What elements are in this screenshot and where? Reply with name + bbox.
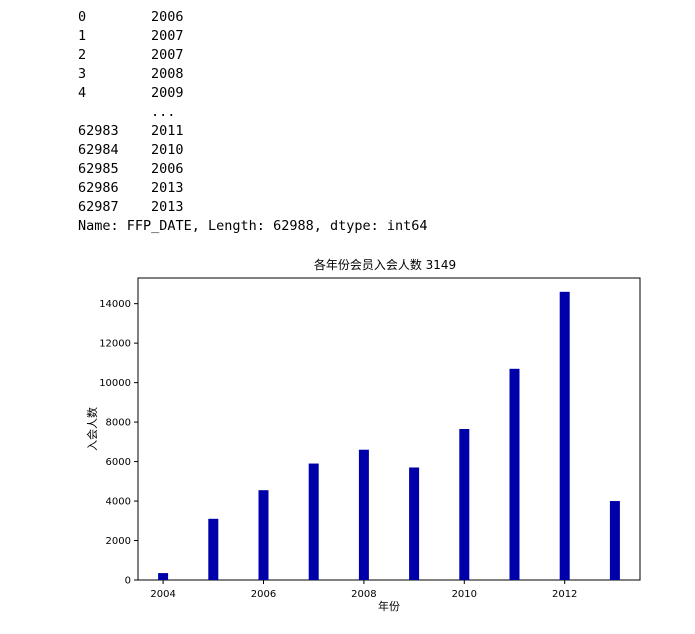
series-row: 4 2009	[78, 84, 428, 103]
row-index: 1	[78, 28, 87, 44]
row-value: 2008	[151, 66, 184, 82]
series-row: 0 2006	[78, 8, 428, 27]
row-index: 62983	[78, 123, 119, 139]
row-value: 2013	[151, 180, 184, 196]
x-tick-label: 2006	[251, 589, 276, 600]
series-row: 62986 2013	[78, 179, 428, 198]
row-value: 2006	[151, 161, 184, 177]
row-value: 2011	[151, 123, 184, 139]
series-row: ...	[78, 103, 428, 122]
row-index: 3	[78, 66, 87, 82]
series-row: 2 2007	[78, 46, 428, 65]
x-tick-label: 2004	[150, 589, 175, 600]
bar-chart: 各年份会员入会人数 3149 2004 2006 2008 2010 2012 0 200…	[86, 257, 641, 613]
chart-container: 各年份会员入会人数 3149 2004 2006 2008 2010 2012 0 200…	[0, 245, 695, 629]
series-row: 62985 2006	[78, 160, 428, 179]
row-value: 2009	[151, 85, 184, 101]
series-rows: 0 2006 1 2007 2 2007 3 2008 4 2009... 62983 2011 629…	[78, 8, 428, 217]
y-tick-label: 14000	[99, 299, 131, 310]
x-tick-label: 2008	[351, 589, 376, 600]
bar-2006	[258, 490, 269, 580]
row-value: 2007	[151, 28, 184, 44]
bar-2011	[509, 368, 520, 580]
bar-2010	[459, 429, 470, 580]
row-index: 0	[78, 9, 87, 25]
bar-2005	[208, 518, 219, 580]
row-index	[78, 103, 151, 122]
plot-area-frame	[137, 277, 641, 581]
x-axis-ticks: 2004 2006 2008 2010 2012	[150, 580, 577, 600]
y-tick-label: 2000	[106, 536, 131, 547]
row-value: 2007	[151, 47, 184, 63]
cell-output: 0 2006 1 2007 2 2007 3 2008 4 2009... 62983 2011 629…	[78, 8, 428, 236]
bar-2004	[158, 573, 169, 580]
row-value: 2013	[151, 199, 184, 215]
row-value: 2006	[151, 9, 184, 25]
row-index: 2	[78, 47, 87, 63]
series-row: 62983 2011	[78, 122, 428, 141]
row-value: ...	[151, 104, 176, 120]
series-row: 62987 2013	[78, 198, 428, 217]
bar-2007	[308, 463, 319, 580]
y-tick-label: 6000	[106, 457, 131, 468]
series-row: 62984 2010	[78, 141, 428, 160]
row-index: 62985	[78, 161, 119, 177]
series-footer: Name: FFP_DATE, Length: 62988, dtype: in…	[78, 218, 428, 234]
y-tick-label: 10000	[99, 378, 131, 389]
y-tick-label: 12000	[99, 339, 131, 350]
row-index: 62984	[78, 142, 119, 158]
y-axis-label: 入会人数	[86, 407, 99, 451]
chart-title: 各年份会员入会人数 3149	[314, 257, 456, 272]
row-index: 4	[78, 85, 87, 101]
x-axis-label: 年份	[378, 599, 400, 613]
y-tick-label: 4000	[106, 497, 131, 508]
bar-2009	[409, 467, 420, 580]
x-tick-label: 2010	[452, 589, 477, 600]
bar-2013	[609, 501, 620, 580]
bar-2012	[559, 291, 570, 580]
x-tick-label: 2012	[552, 589, 577, 600]
row-index: 62987	[78, 199, 119, 215]
y-tick-label: 0	[125, 576, 131, 587]
bar-2008	[358, 449, 369, 580]
y-tick-label: 8000	[106, 418, 131, 429]
series-row: 1 2007	[78, 27, 428, 46]
bars-group	[158, 291, 620, 580]
row-value: 2010	[151, 142, 184, 158]
row-index: 62986	[78, 180, 119, 196]
y-axis-ticks: 0 2000 4000 6000 8000 10000 12000 14000	[99, 299, 138, 587]
series-row: 3 2008	[78, 65, 428, 84]
